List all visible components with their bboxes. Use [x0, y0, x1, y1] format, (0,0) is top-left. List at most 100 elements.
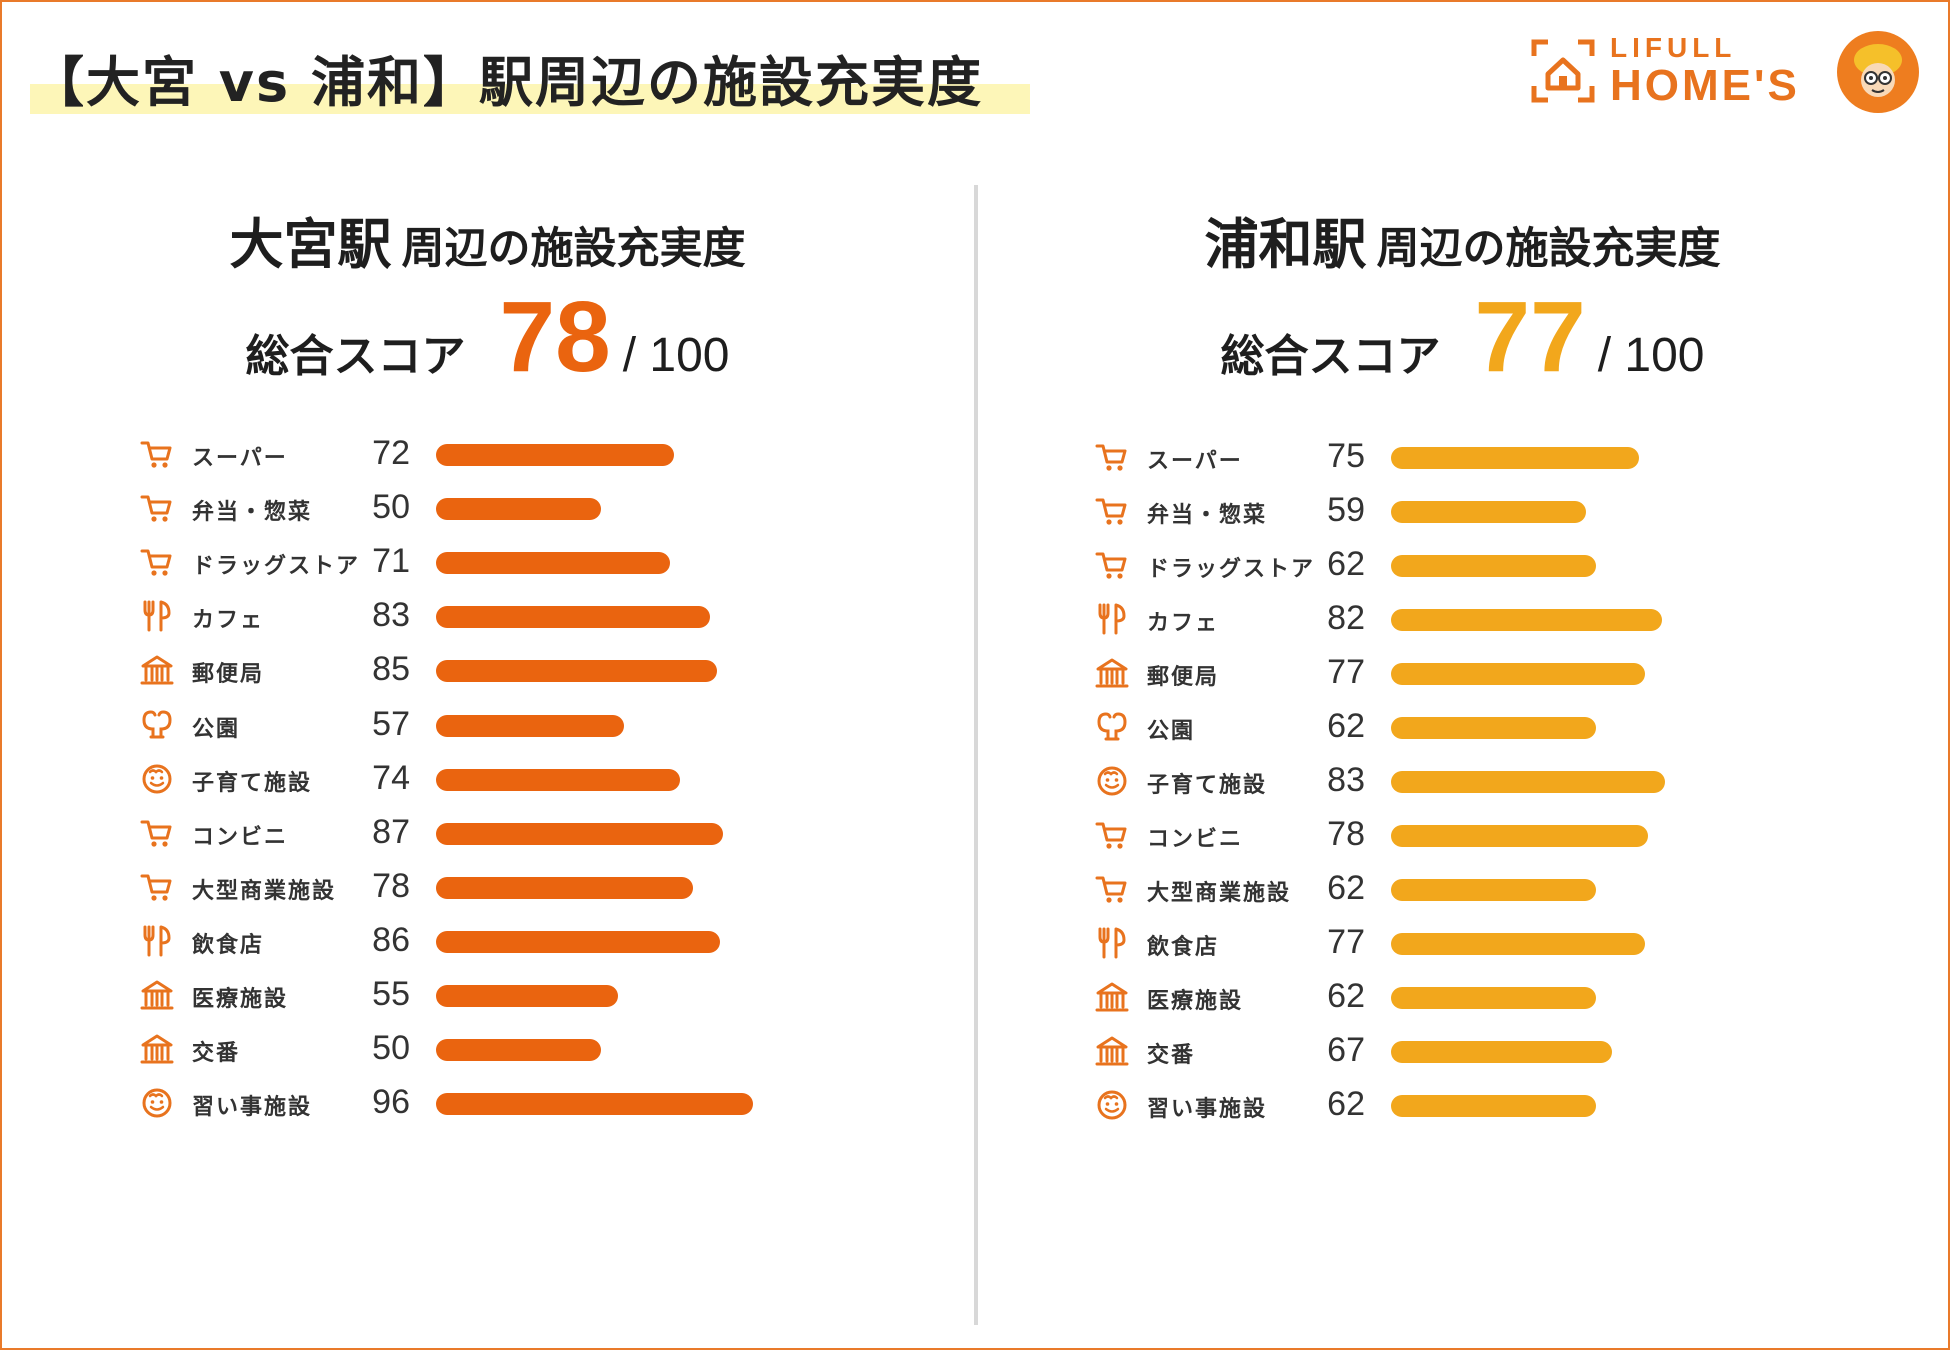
cart-icon	[1095, 549, 1129, 581]
brand-logo: LIFULL HOME'S	[1530, 30, 1920, 115]
panel-divider	[974, 185, 978, 1325]
omiya-row: コンビニ 87	[140, 811, 840, 855]
urawa-bar	[1391, 879, 1596, 901]
urawa-row: 習い事施設 62	[1095, 1083, 1795, 1127]
urawa-category-label: 子育て施設	[1147, 773, 1268, 798]
urawa-panel-subtitle: 周辺の施設充実度	[1376, 224, 1721, 274]
tree-icon	[140, 709, 174, 741]
face-icon	[1095, 765, 1129, 797]
cart-icon	[140, 546, 174, 578]
urawa-row: 飲食店 77	[1095, 921, 1795, 965]
omiya-panel-title: 大宮駅 周辺の施設充実度	[0, 200, 975, 279]
urawa-row: 公園 62	[1095, 705, 1795, 749]
urawa-value-label: 83	[1327, 761, 1365, 799]
omiya-bar	[436, 1039, 601, 1062]
omiya-category-label: 公園	[192, 716, 241, 742]
fork-knife-icon	[1095, 603, 1129, 635]
omiya-row: 郵便局 85	[140, 648, 840, 692]
face-icon	[140, 763, 174, 795]
omiya-category-label: 交番	[192, 1041, 241, 1067]
urawa-panel-title: 浦和駅 周辺の施設充実度	[975, 200, 1950, 279]
omiya-total-score: 総合スコア 78/ 100	[0, 280, 975, 395]
omiya-bar	[436, 768, 681, 791]
cart-icon	[1095, 495, 1129, 527]
urawa-category-label: 習い事施設	[1147, 1097, 1268, 1122]
building-icon	[140, 654, 174, 686]
urawa-bar	[1391, 609, 1662, 631]
omiya-bar	[436, 930, 720, 953]
urawa-score-label: 総合スコア	[1220, 331, 1441, 382]
urawa-category-label: 弁当・惣菜	[1147, 503, 1268, 528]
omiya-row: 公園 57	[140, 703, 840, 747]
urawa-category-label: 交番	[1147, 1043, 1196, 1068]
cart-icon	[1095, 441, 1129, 473]
urawa-row: 郵便局 77	[1095, 651, 1795, 695]
omiya-bar	[436, 552, 671, 575]
omiya-row: ドラッグストア 71	[140, 540, 840, 584]
face-icon	[1095, 1089, 1129, 1121]
omiya-station-name: 大宮駅	[229, 213, 392, 276]
building-icon	[1095, 981, 1129, 1013]
urawa-bar	[1391, 933, 1646, 955]
omiya-value-label: 78	[372, 866, 410, 905]
urawa-bar	[1391, 501, 1586, 523]
urawa-value-label: 77	[1327, 923, 1365, 961]
logo-line2: HOME'S	[1610, 61, 1800, 110]
cart-icon	[1095, 873, 1129, 905]
urawa-category-label: スーパー	[1147, 449, 1243, 474]
omiya-row: 大型商業施設 78	[140, 865, 840, 909]
urawa-category-label: 大型商業施設	[1147, 881, 1292, 906]
cart-icon	[140, 871, 174, 903]
urawa-bar	[1391, 771, 1665, 793]
omiya-category-label: 習い事施設	[192, 1095, 313, 1121]
omiya-value-label: 50	[372, 1029, 410, 1068]
urawa-row: 医療施設 62	[1095, 975, 1795, 1019]
urawa-value-label: 62	[1327, 545, 1365, 583]
omiya-bar	[436, 985, 618, 1007]
omiya-value-label: 86	[372, 920, 410, 959]
omiya-row: カフェ 83	[140, 594, 840, 638]
urawa-row: 弁当・惣菜 59	[1095, 489, 1795, 533]
building-icon	[1095, 1035, 1129, 1067]
omiya-value-label: 57	[372, 704, 410, 743]
omiya-category-label: ドラッグストア	[192, 554, 361, 580]
omiya-row: 弁当・惣菜 50	[140, 486, 840, 530]
urawa-value-label: 62	[1327, 1085, 1365, 1123]
omiya-value-label: 74	[372, 758, 410, 797]
omiya-value-label: 55	[372, 975, 410, 1013]
urawa-row: 大型商業施設 62	[1095, 867, 1795, 911]
urawa-value-label: 77	[1327, 653, 1365, 691]
omiya-value-label: 83	[372, 596, 410, 635]
urawa-bar	[1391, 447, 1639, 469]
tree-icon	[1095, 711, 1129, 743]
building-icon	[140, 979, 174, 1011]
urawa-score-value: 77	[1474, 281, 1586, 393]
omiya-category-label: 子育て施設	[192, 770, 313, 796]
omiya-bar	[436, 714, 625, 737]
cart-icon	[140, 438, 174, 470]
urawa-bar	[1391, 555, 1596, 577]
omiya-category-label: コンビニ	[192, 824, 289, 850]
omiya-panel-subtitle: 周辺の施設充実度	[401, 224, 746, 274]
building-icon	[1095, 657, 1129, 689]
omiya-bar	[436, 822, 724, 845]
urawa-value-label: 78	[1327, 815, 1365, 853]
house-logo-icon	[1531, 39, 1595, 103]
cart-icon	[1095, 819, 1129, 851]
omiya-category-label: スーパー	[192, 446, 288, 471]
omiya-bar	[436, 498, 601, 521]
omiya-row: 飲食店 86	[140, 919, 840, 963]
omiya-bar	[436, 1093, 753, 1116]
page-title: 【大宮 vs 浦和】駅周辺の施設充実度	[30, 51, 983, 114]
urawa-row: コンビニ 78	[1095, 813, 1795, 857]
urawa-category-label: カフェ	[1147, 611, 1220, 636]
omiya-score-value: 78	[499, 281, 611, 393]
omiya-category-label: カフェ	[192, 608, 265, 634]
urawa-row: カフェ 82	[1095, 597, 1795, 641]
omiya-value-label: 85	[372, 650, 410, 689]
urawa-category-label: 公園	[1147, 719, 1196, 744]
urawa-row: 子育て施設 83	[1095, 759, 1795, 803]
omiya-category-label: 郵便局	[192, 662, 265, 688]
urawa-row: スーパー 75	[1095, 435, 1795, 479]
omiya-score-label: 総合スコア	[245, 331, 466, 382]
